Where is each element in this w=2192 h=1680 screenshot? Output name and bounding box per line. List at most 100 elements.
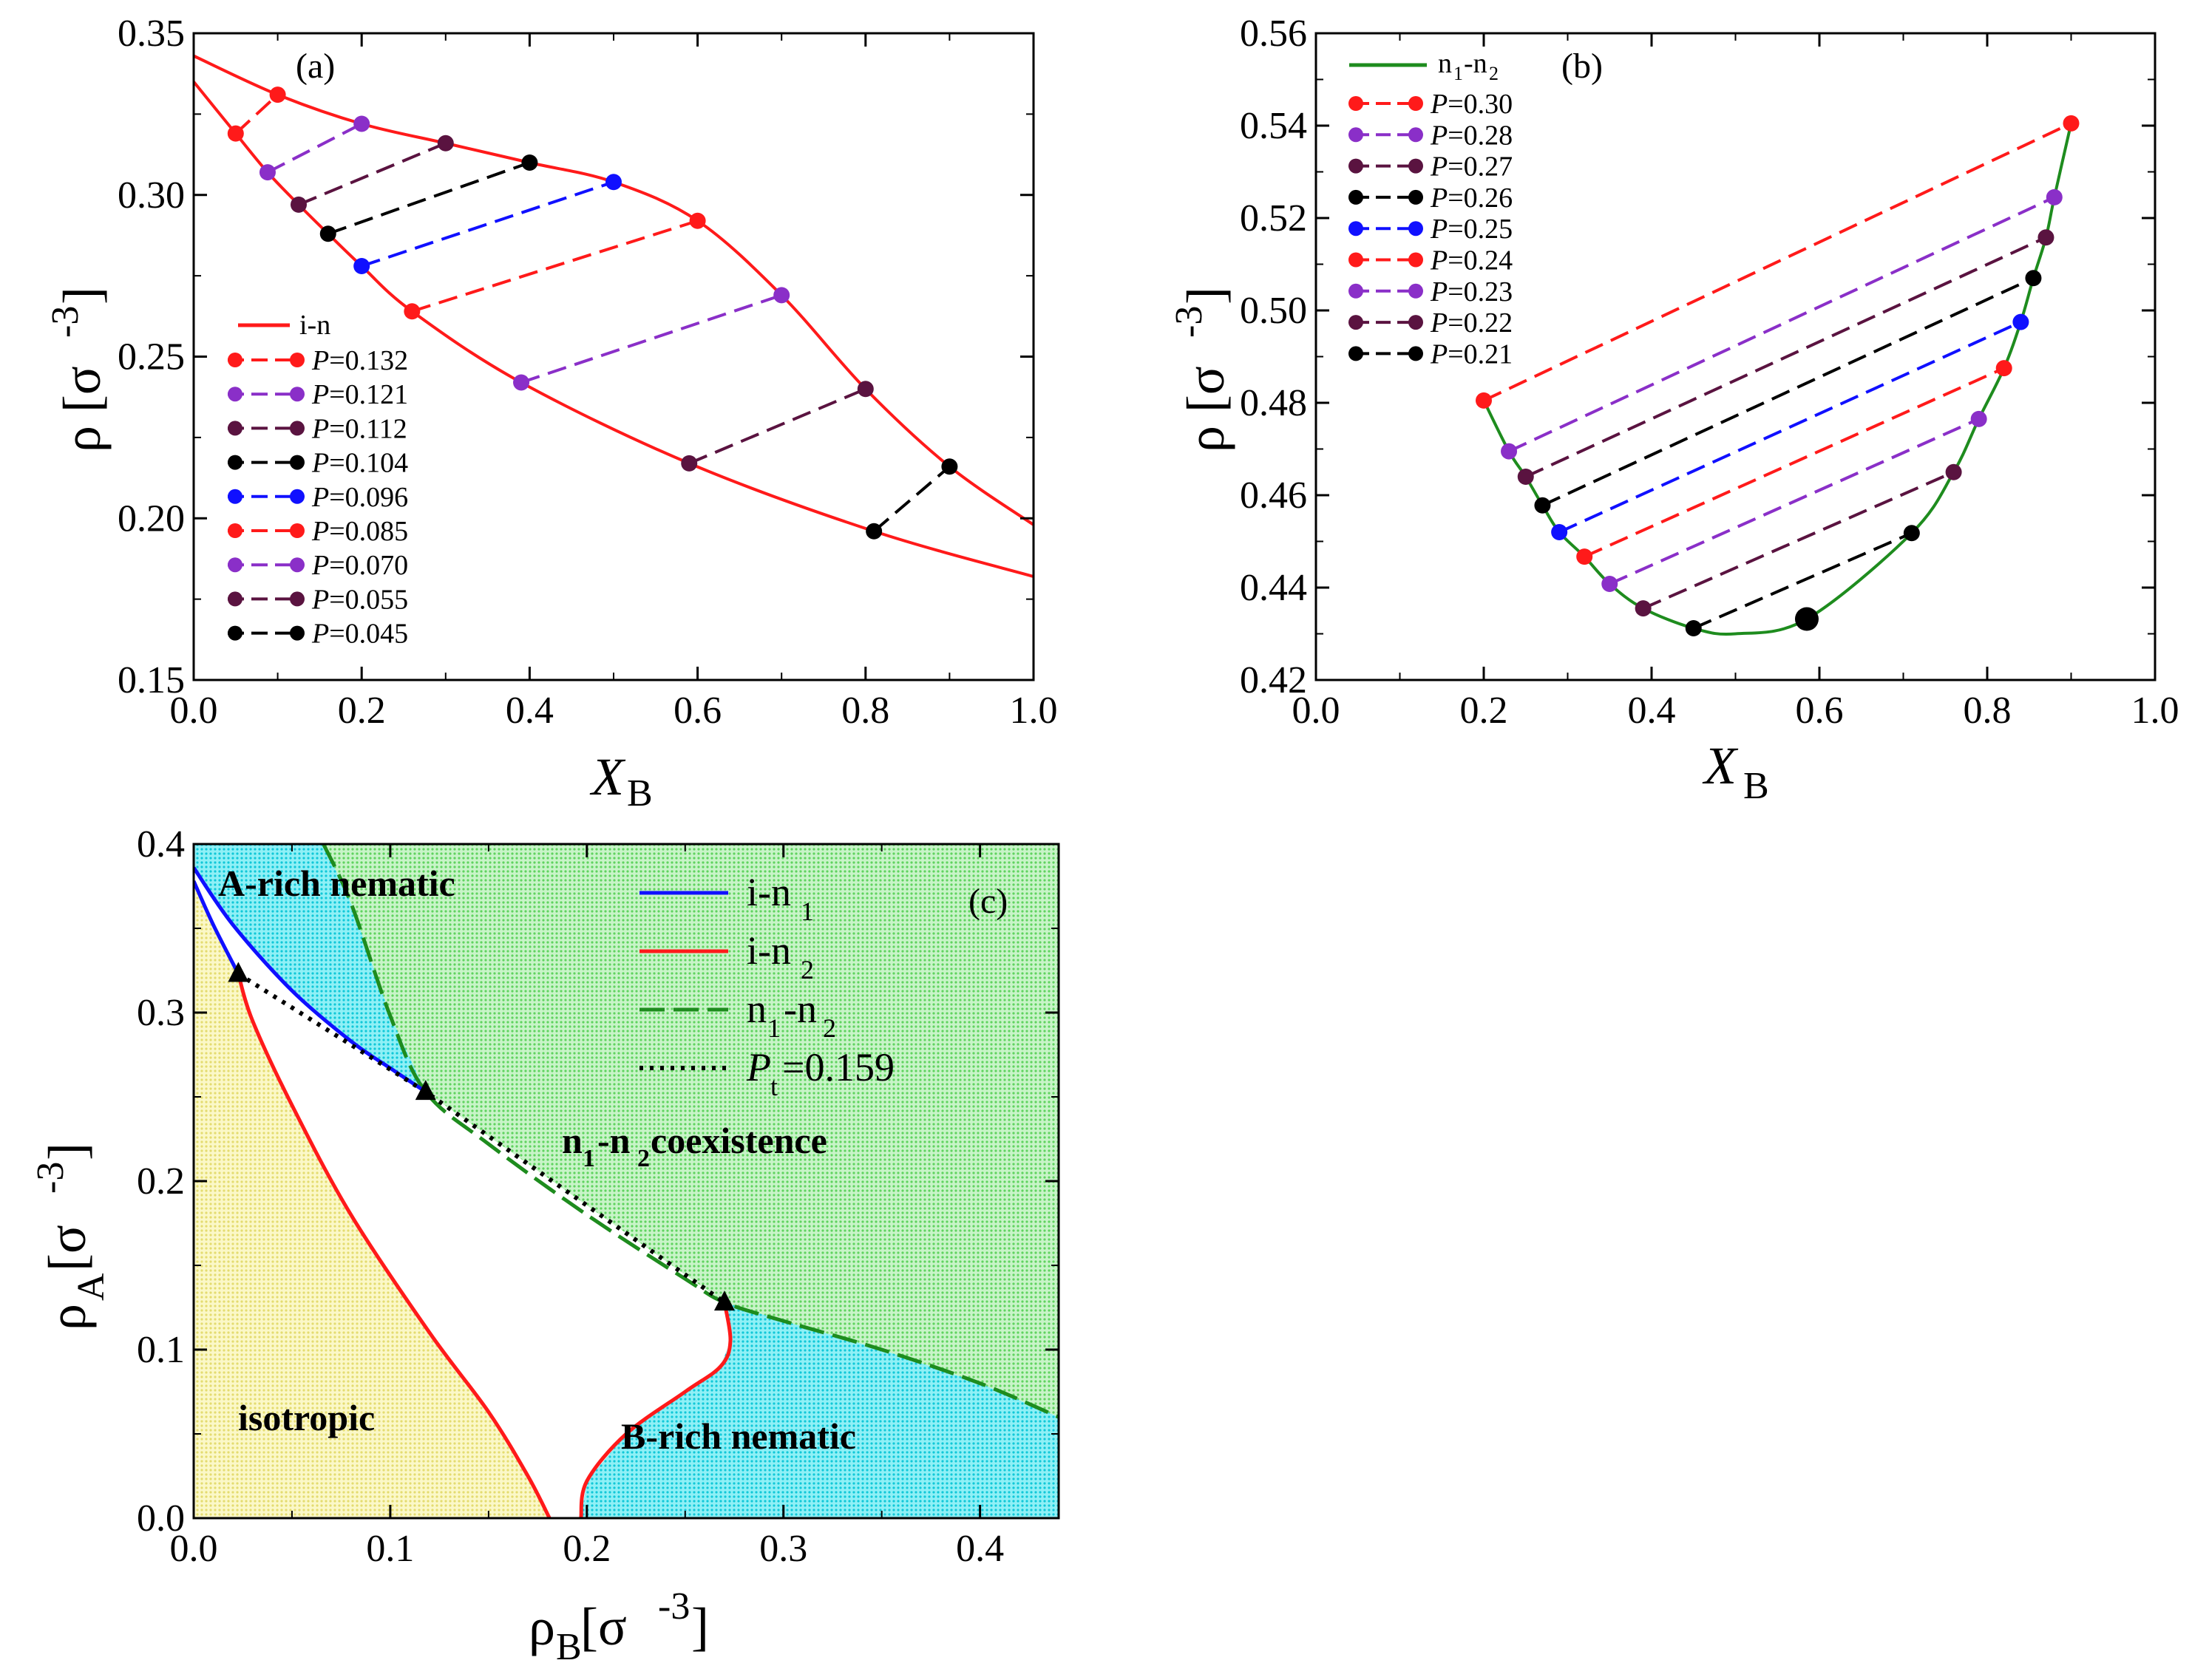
- region-b-rich-nematic: B-rich nematic: [621, 1415, 856, 1457]
- a-tie-point-5-2: [689, 212, 706, 229]
- a-tie-point-2-1: [291, 196, 307, 213]
- panel-b-ylabel: ρ [σ -3 ]: [1168, 287, 1235, 452]
- a-tie-point-0-1: [227, 125, 244, 142]
- svg-text:n: n: [747, 987, 767, 1031]
- legend-a-dot-5-2: [290, 523, 305, 538]
- b-tie-point-3-1: [1534, 497, 1551, 514]
- legend-b-label-4: P=0.25: [1430, 214, 1513, 245]
- legend-a-label-5: P=0.085: [311, 516, 408, 547]
- svg-text:]: ]: [1176, 287, 1235, 305]
- svg-text:-n: -n: [784, 987, 817, 1031]
- b-critical-point: [1794, 607, 1819, 631]
- b-ytick-label-2: 0.46: [1240, 475, 1307, 517]
- legend-b-label-1: P=0.28: [1430, 120, 1513, 151]
- c-xtick-label-4: 0.4: [956, 1528, 1004, 1570]
- region-n1-n2-coexistence: n 1 -n 2 coexistence: [562, 1120, 827, 1172]
- legend-b-dot-5-2: [1408, 252, 1423, 268]
- a-tie-point-3-2: [521, 154, 538, 171]
- svg-text:n: n: [1438, 48, 1452, 79]
- a-ytick-label-2: 0.25: [118, 336, 185, 378]
- svg-text:]: ]: [691, 1597, 709, 1656]
- legend-a-dot-1-2: [290, 387, 305, 402]
- a-tie-line-1: [267, 122, 363, 174]
- svg-text:n: n: [562, 1120, 583, 1161]
- c-region-coexistence-fill: [194, 844, 1059, 1418]
- legend-a-dot-2-1: [228, 421, 242, 436]
- panel-a-ylabel: ρ [σ -3 ]: [44, 287, 112, 452]
- a-xtick-label-5: 1.0: [1010, 690, 1058, 732]
- b-ytick-label-3: 0.48: [1240, 382, 1307, 424]
- b-tie-line-8: [1692, 531, 1913, 630]
- b-ytick-label-5: 0.52: [1240, 197, 1307, 239]
- legend-b-dot-2-2: [1408, 158, 1423, 174]
- legend-b-dot-3-2: [1408, 189, 1423, 205]
- c-series-i-n2-branch: [579, 1302, 733, 1518]
- b-tie-point-2-2: [2037, 229, 2054, 246]
- svg-text:X: X: [1702, 736, 1739, 795]
- c-xtick-label-1: 0.1: [366, 1528, 414, 1570]
- svg-text:-n: -n: [1464, 48, 1487, 79]
- svg-text:ρ [σ: ρ [σ: [52, 366, 112, 452]
- b-ytick-label-4: 0.50: [1240, 290, 1307, 332]
- svg-text:B: B: [556, 1626, 582, 1668]
- c-series-pt: [237, 972, 726, 1305]
- panel-c: 0.0 0.1 0.2 0.3 0.4 0.0 0.1 0.2 0.3 0.4 (c) A-ric…: [30, 823, 1060, 1668]
- panel-b: 0.0 0.2 0.4 0.6 0.8 1.0 0.42 0.44 0.46 0.48 0.50 0.…: [1168, 13, 2179, 807]
- c-xtick-label-2: 0.2: [563, 1528, 611, 1570]
- legend-b-label-2: P=0.27: [1430, 152, 1513, 183]
- b-tie-point-3-2: [2025, 270, 2042, 287]
- panel-b-label: (b): [1561, 47, 1603, 86]
- a-xtick-label-2: 0.4: [506, 690, 554, 732]
- a-tie-line-0: [234, 93, 279, 135]
- svg-text:]: ]: [38, 1143, 97, 1160]
- svg-text:-n: -n: [597, 1120, 631, 1161]
- legend-b-n1n2-text: n 1 -n 2: [1438, 48, 1499, 84]
- legend-a-dot-3-2: [290, 455, 305, 470]
- legend-b-dot-3-1: [1348, 189, 1363, 205]
- b-xtick-label-3: 0.6: [1796, 690, 1844, 732]
- legend-b-label-7: P=0.22: [1430, 307, 1513, 339]
- c-ytick-label-2: 0.2: [137, 1160, 185, 1203]
- svg-text:P: P: [746, 1045, 771, 1089]
- svg-text:-3: -3: [658, 1585, 690, 1628]
- b-xtick-label-2: 0.4: [1628, 690, 1676, 732]
- legend-b-dot-2-1: [1348, 158, 1363, 174]
- a-tie-line-4: [361, 180, 614, 268]
- legend-a-dot-0-2: [290, 353, 305, 367]
- svg-text:1: 1: [583, 1145, 595, 1172]
- b-ytick-label-7: 0.56: [1240, 13, 1307, 55]
- b-tie-point-6-1: [1601, 576, 1618, 592]
- legend-b-label-0: P=0.30: [1430, 89, 1513, 120]
- svg-text:[σ: [σ: [580, 1597, 627, 1656]
- c-series-i-n1-branch: [194, 880, 240, 975]
- b-tie-line-2: [1524, 236, 2047, 478]
- legend-a-label-4: P=0.096: [311, 482, 408, 513]
- a-tie-point-8-2: [941, 458, 958, 475]
- b-tie-point-8-1: [1685, 620, 1702, 636]
- a-ytick-label-1: 0.20: [118, 497, 185, 540]
- panel-a-legend: i-n P=0.132P=0.121P=0.112P=0.104P=0.096P…: [228, 310, 408, 650]
- legend-a-label-0: P=0.132: [311, 345, 408, 376]
- c-xtick-label-0: 0.0: [170, 1528, 218, 1570]
- legend-a-in-text: i-n: [299, 310, 330, 341]
- legend-b-dot-5-1: [1348, 252, 1363, 268]
- legend-a-dot-7-1: [228, 591, 242, 607]
- legend-b-label-8: P=0.21: [1430, 339, 1513, 370]
- legend-a-dot-6-2: [290, 557, 305, 573]
- svg-text:ρ [σ: ρ [σ: [1176, 366, 1235, 452]
- svg-text:B: B: [1743, 765, 1769, 807]
- legend-a-dot-8-2: [290, 625, 305, 641]
- region-a-rich-nematic: A-rich nematic: [218, 863, 455, 904]
- b-tie-line-6: [1609, 418, 1980, 585]
- panel-c-xlabel: ρ B [σ -3 ]: [529, 1585, 709, 1668]
- legend-b-label-3: P=0.26: [1430, 183, 1513, 214]
- legend-a-dot-4-2: [290, 489, 305, 504]
- a-tie-point-8-1: [866, 523, 883, 540]
- b-tie-line-3: [1541, 276, 2035, 507]
- legend-b-dot-7-1: [1348, 315, 1363, 330]
- a-tie-point-3-1: [319, 225, 336, 242]
- b-tie-point-7-1: [1635, 600, 1652, 617]
- legend-c-in1-text: i-n 1: [747, 870, 814, 926]
- b-tie-line-4: [1558, 320, 2022, 534]
